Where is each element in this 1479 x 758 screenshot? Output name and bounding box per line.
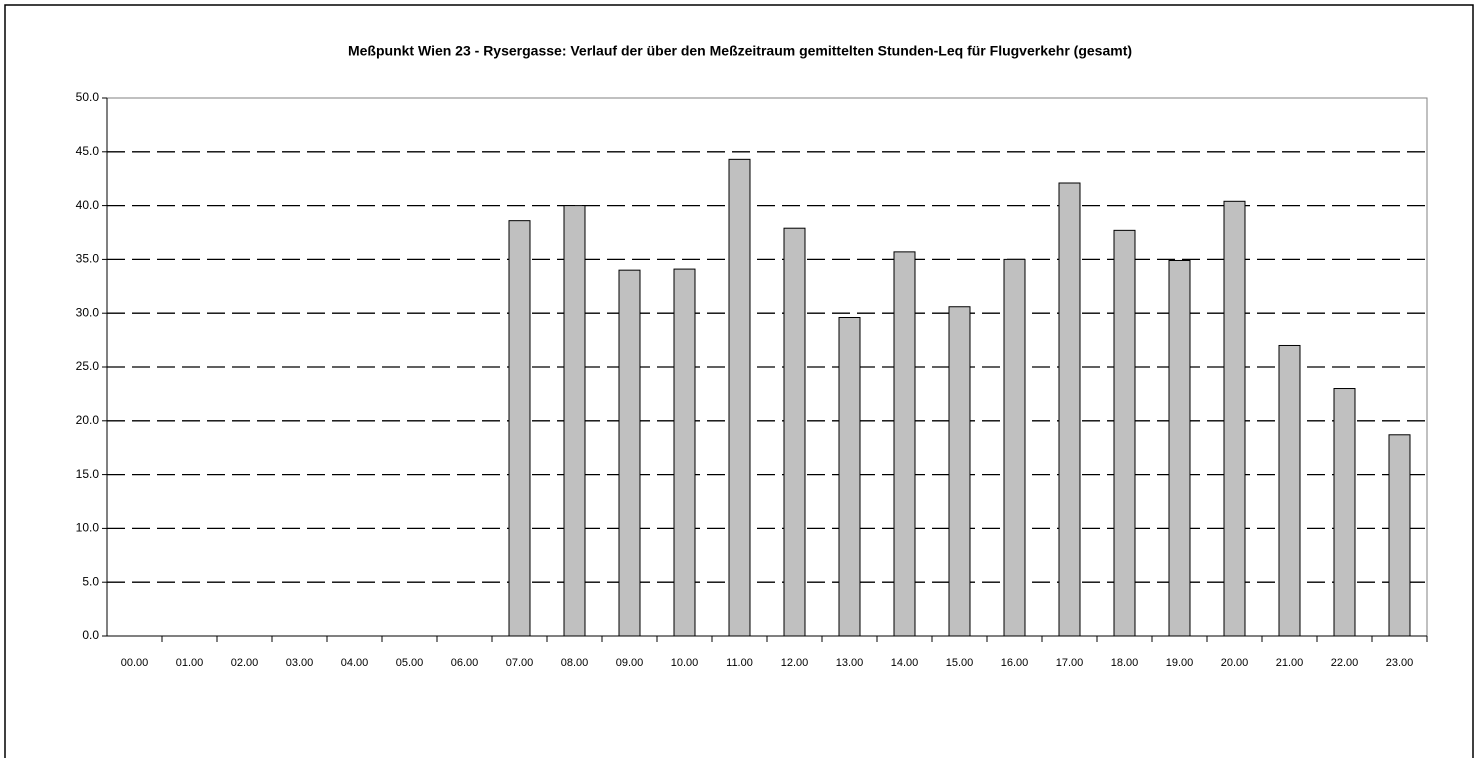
y-tick-label: 50.0 xyxy=(76,90,100,104)
bar xyxy=(508,220,531,637)
x-tick-label: 23.00 xyxy=(1386,657,1414,669)
bar xyxy=(1278,344,1301,637)
x-tick-label: 10.00 xyxy=(671,657,699,669)
x-tick-label: 01.00 xyxy=(176,657,204,669)
x-tick-label: 21.00 xyxy=(1276,657,1304,669)
bar xyxy=(1058,182,1081,637)
x-tick-label: 16.00 xyxy=(1001,657,1029,669)
bar xyxy=(1003,258,1026,637)
x-tick-label: 15.00 xyxy=(946,657,974,669)
x-tick-label: 13.00 xyxy=(836,657,864,669)
bar xyxy=(1388,434,1411,637)
bar xyxy=(673,268,696,637)
chart-frame xyxy=(4,4,1474,758)
bar xyxy=(838,317,861,637)
y-tick-label: 40.0 xyxy=(76,198,100,212)
x-tick-label: 03.00 xyxy=(286,657,314,669)
x-tick-label: 20.00 xyxy=(1221,657,1249,669)
plot-border xyxy=(107,97,1428,636)
y-tick-label: 35.0 xyxy=(76,252,100,266)
x-tick-label: 07.00 xyxy=(506,657,534,669)
bar xyxy=(618,269,641,637)
y-tick-label: 10.0 xyxy=(76,521,100,535)
bar xyxy=(1113,229,1136,637)
x-tick-label: 09.00 xyxy=(616,657,644,669)
y-tick-label: 20.0 xyxy=(76,413,100,427)
x-tick-label: 12.00 xyxy=(781,657,809,669)
bar xyxy=(893,251,916,637)
chart-title: Meßpunkt Wien 23 - Rysergasse: Verlauf d… xyxy=(348,43,1132,59)
bar xyxy=(948,306,971,637)
bar xyxy=(1223,200,1246,637)
x-tick-label: 11.00 xyxy=(726,657,753,669)
x-tick-label: 14.00 xyxy=(891,657,919,669)
y-tick-label: 5.0 xyxy=(82,574,99,588)
x-tick-label: 06.00 xyxy=(451,657,479,669)
bar xyxy=(563,205,586,637)
x-tick-label: 19.00 xyxy=(1166,657,1194,669)
x-tick-label: 00.00 xyxy=(121,657,149,669)
x-tick-label: 05.00 xyxy=(396,657,424,669)
y-tick-label: 25.0 xyxy=(76,359,100,373)
y-tick-label: 45.0 xyxy=(76,144,100,158)
bar xyxy=(1333,388,1356,637)
x-tick-label: 17.00 xyxy=(1056,657,1084,669)
bar xyxy=(728,158,751,637)
y-tick-label: 0.0 xyxy=(82,628,99,642)
y-tick-label: 30.0 xyxy=(76,305,100,319)
x-tick-label: 04.00 xyxy=(341,657,369,669)
x-tick-label: 08.00 xyxy=(561,657,589,669)
bar xyxy=(783,227,806,637)
x-tick-label: 18.00 xyxy=(1111,657,1139,669)
x-tick-label: 22.00 xyxy=(1331,657,1359,669)
bar xyxy=(1168,259,1191,637)
y-tick-label: 15.0 xyxy=(76,467,100,481)
x-tick-label: 02.00 xyxy=(231,657,259,669)
